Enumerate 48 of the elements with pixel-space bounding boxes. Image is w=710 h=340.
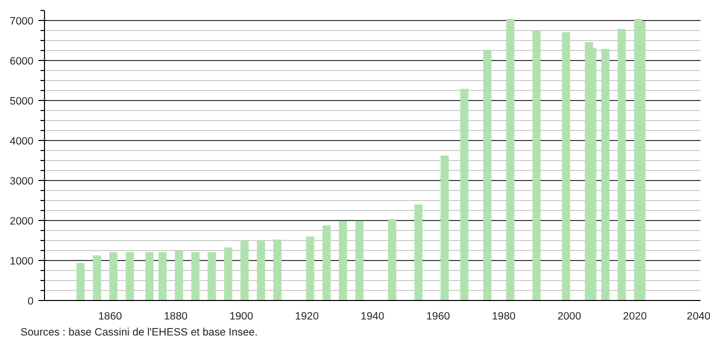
bar	[562, 32, 570, 300]
y-tick-label: 2000	[10, 216, 34, 228]
bar	[388, 219, 396, 300]
x-tick-label: 1940	[360, 310, 384, 322]
bar	[634, 18, 642, 300]
bar	[76, 262, 85, 300]
bar	[273, 240, 282, 300]
source-note: Sources : base Cassini de l'EHESS et base Insee.	[20, 326, 258, 338]
bar	[532, 30, 541, 300]
x-tick-label: 1900	[229, 310, 254, 322]
x-tick-label: 2000	[557, 310, 582, 322]
x-tick-label: 1860	[98, 310, 122, 322]
bar	[618, 28, 626, 300]
y-tick-label: 1000	[10, 256, 34, 268]
y-tick-label: 0	[28, 296, 34, 308]
bar	[460, 88, 468, 300]
bar	[322, 226, 331, 300]
bar	[355, 220, 364, 300]
bar	[208, 252, 216, 300]
y-tick-label: 7000	[10, 16, 34, 28]
bar	[414, 204, 423, 300]
bar	[440, 156, 449, 300]
bar	[158, 252, 167, 300]
y-tick-label: 3000	[10, 176, 34, 188]
bar	[483, 50, 492, 300]
bar	[506, 18, 514, 300]
y-tick-label: 6000	[10, 56, 34, 68]
bar	[145, 252, 154, 300]
bar	[224, 248, 232, 300]
bar	[92, 255, 102, 300]
y-tick-label: 5000	[10, 96, 34, 108]
bar	[338, 221, 348, 300]
bar	[109, 252, 118, 300]
bar	[256, 240, 266, 300]
bar	[306, 236, 314, 300]
bar	[174, 250, 184, 300]
bar	[584, 42, 594, 300]
bar	[601, 48, 610, 300]
x-tick-label: 1880	[164, 310, 188, 322]
bar	[191, 252, 200, 300]
x-tick-label: 1980	[492, 310, 516, 322]
bar	[240, 240, 249, 300]
x-tick-label: 1920	[295, 310, 319, 322]
x-tick-label: 2040	[686, 310, 710, 322]
bar	[126, 252, 134, 300]
y-tick-label: 4000	[10, 136, 34, 148]
x-tick-label: 2020	[623, 310, 647, 322]
x-tick-label: 1960	[426, 310, 450, 322]
